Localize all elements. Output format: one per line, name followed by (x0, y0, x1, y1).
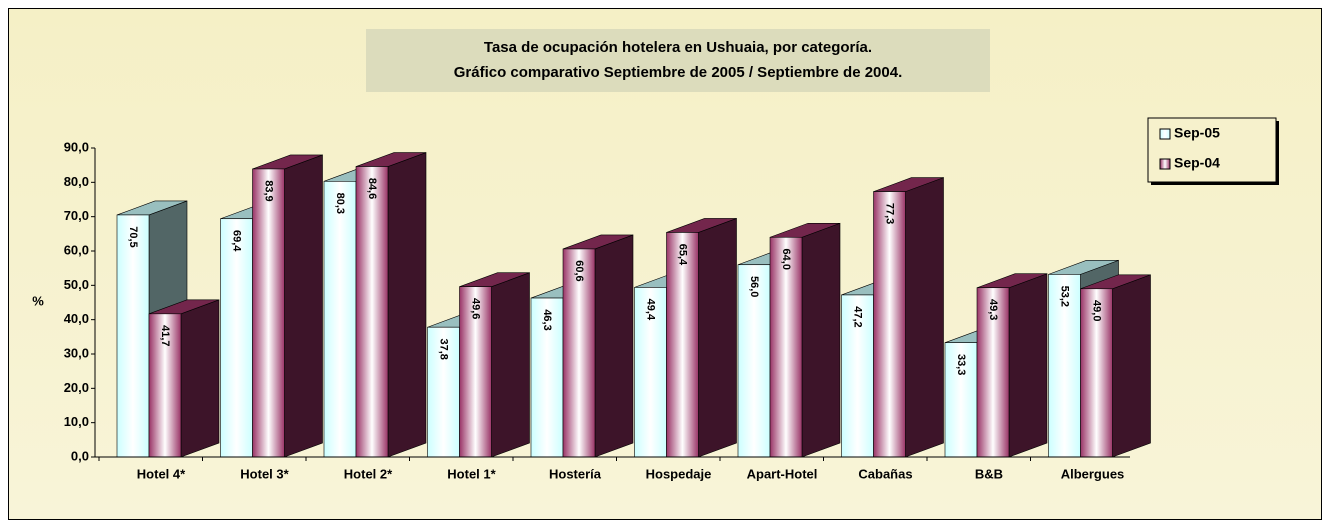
legend-label: Sep-04 (1174, 155, 1220, 171)
y-tick-label: 20,0 (64, 380, 89, 395)
y-tick-label: 40,0 (64, 311, 89, 326)
x-tick-label: Apart-Hotel (747, 466, 818, 481)
bar-side (284, 154, 323, 458)
data-label: 65,4 (677, 244, 689, 266)
bar-side (1112, 274, 1151, 458)
data-label: 60,6 (573, 260, 585, 281)
bar-side (1008, 273, 1048, 458)
x-tick-label: Cabañas (858, 466, 912, 481)
y-tick-label: 30,0 (64, 345, 89, 360)
bar (1080, 288, 1113, 458)
data-label: 80,3 (334, 193, 346, 214)
data-label: 46,3 (541, 309, 553, 330)
data-label: 56,0 (748, 276, 760, 297)
x-tick-label: Albergues (1061, 466, 1125, 481)
data-label: 33,3 (955, 354, 967, 375)
bar (220, 218, 253, 458)
bar (769, 236, 803, 458)
data-label: 77,3 (884, 203, 896, 224)
data-label: 53,2 (1059, 286, 1071, 307)
legend-label: Sep-05 (1174, 125, 1220, 141)
bar (323, 181, 357, 458)
y-tick-label: 80,0 (64, 174, 89, 189)
bar (666, 232, 699, 458)
bar (116, 214, 150, 458)
chart-title: Tasa de ocupación hotelera en Ushuaia, p… (484, 39, 872, 56)
y-axis-label: % (32, 293, 44, 308)
x-tick-label: Hostería (549, 466, 602, 481)
y-tick-label: 10,0 (64, 414, 89, 429)
data-label: 49,6 (470, 298, 482, 319)
data-label: 83,9 (263, 180, 275, 201)
x-tick-label: Hotel 1* (447, 466, 496, 481)
data-label: 49,3 (987, 299, 999, 320)
bar-side (801, 222, 841, 458)
bar-side (594, 234, 634, 458)
bar (944, 342, 978, 458)
x-tick-label: Hotel 2* (344, 466, 393, 481)
legend-swatch (1159, 158, 1171, 170)
data-label: 84,6 (366, 178, 378, 199)
y-tick-label: 90,0 (64, 139, 89, 154)
chart-subtitle: Gráfico comparativo Septiembre de 2005 /… (454, 64, 903, 81)
data-label: 64,0 (780, 249, 792, 270)
bar (252, 168, 285, 458)
data-label: 69,4 (231, 230, 243, 252)
bar (562, 248, 596, 458)
bar (355, 166, 389, 458)
data-label: 49,0 (1091, 300, 1103, 321)
x-tick-label: Hospedaje (646, 466, 712, 481)
title-box (366, 29, 990, 92)
bar-side (698, 218, 737, 458)
bar-side (491, 272, 530, 458)
data-label: 47,2 (852, 306, 864, 327)
data-label: 37,8 (438, 339, 450, 360)
data-label: 70,5 (127, 226, 139, 247)
legend-swatch (1159, 128, 1171, 140)
y-tick-label: 50,0 (64, 277, 89, 292)
y-tick-label: 60,0 (64, 242, 89, 257)
data-label: 41,7 (159, 325, 171, 346)
y-tick-label: 70,0 (64, 208, 89, 223)
x-tick-label: B&B (975, 466, 1003, 481)
bar (459, 286, 492, 458)
bar (873, 191, 906, 458)
bar-side (905, 177, 944, 458)
y-tick-label: 0,0 (71, 448, 89, 463)
bar-side (387, 152, 427, 458)
bar (634, 287, 667, 458)
x-tick-label: Hotel 4* (137, 466, 186, 481)
x-tick-label: Hotel 3* (240, 466, 289, 481)
data-label: 49,4 (645, 299, 657, 321)
bar (148, 313, 182, 458)
bar-side (180, 299, 220, 458)
plot (116, 152, 1151, 458)
